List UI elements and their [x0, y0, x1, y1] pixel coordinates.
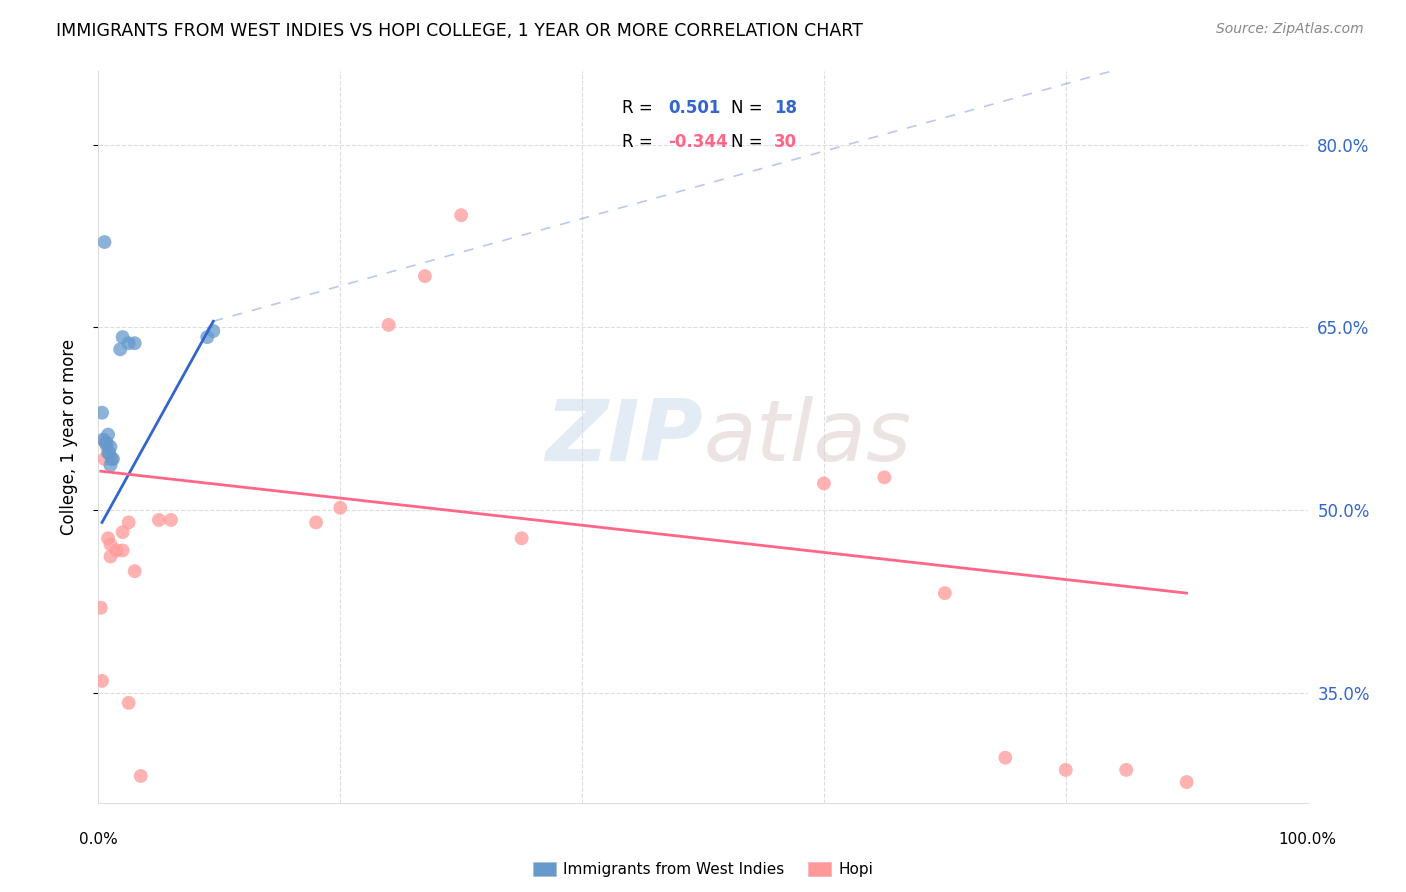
Text: N =: N =	[731, 99, 768, 117]
Point	[934, 586, 956, 600]
Text: 100.0%: 100.0%	[1278, 832, 1337, 847]
Point	[100, 440, 122, 454]
Text: 30: 30	[775, 133, 797, 151]
Point	[93, 235, 115, 249]
Point	[91, 433, 114, 447]
Point	[195, 330, 218, 344]
Point	[96, 436, 118, 450]
Point	[450, 208, 472, 222]
Point	[111, 330, 134, 344]
Text: 18: 18	[775, 99, 797, 117]
Point	[100, 458, 122, 472]
Point	[91, 673, 114, 688]
Point	[124, 564, 146, 578]
Point	[118, 516, 141, 530]
Text: R =: R =	[621, 99, 658, 117]
Point	[111, 525, 134, 540]
Point	[329, 500, 352, 515]
Text: Source: ZipAtlas.com: Source: ZipAtlas.com	[1216, 22, 1364, 37]
Point	[108, 343, 131, 357]
Point	[1115, 763, 1137, 777]
Point	[813, 476, 835, 491]
Point	[148, 513, 170, 527]
Point	[873, 470, 896, 484]
Text: 0.0%: 0.0%	[79, 832, 118, 847]
Point	[100, 549, 122, 564]
Point	[91, 406, 114, 420]
Point	[160, 513, 183, 527]
Text: 0.501: 0.501	[668, 99, 720, 117]
Point	[98, 446, 121, 460]
Text: -0.344: -0.344	[668, 133, 727, 151]
Point	[124, 336, 146, 351]
Point	[1054, 763, 1077, 777]
Text: ZIP: ZIP	[546, 395, 703, 479]
Point	[129, 769, 152, 783]
Point	[100, 452, 122, 467]
Legend: Immigrants from West Indies, Hopi: Immigrants from West Indies, Hopi	[526, 855, 880, 885]
Point	[93, 434, 115, 448]
Text: atlas: atlas	[703, 395, 911, 479]
Text: N =: N =	[731, 133, 768, 151]
Point	[101, 452, 124, 467]
Point	[94, 436, 117, 450]
Point	[377, 318, 399, 332]
Point	[305, 516, 328, 530]
Y-axis label: College, 1 year or more: College, 1 year or more	[59, 339, 77, 535]
Point	[97, 446, 120, 460]
Point	[202, 324, 225, 338]
Point	[100, 537, 122, 551]
Point	[90, 600, 112, 615]
Text: R =: R =	[621, 133, 658, 151]
Point	[97, 531, 120, 545]
Point	[1175, 775, 1198, 789]
Point	[111, 543, 134, 558]
Point	[118, 336, 141, 351]
Point	[93, 452, 115, 467]
Text: IMMIGRANTS FROM WEST INDIES VS HOPI COLLEGE, 1 YEAR OR MORE CORRELATION CHART: IMMIGRANTS FROM WEST INDIES VS HOPI COLL…	[56, 22, 863, 40]
Point	[96, 440, 118, 454]
Point	[105, 543, 128, 558]
Point	[97, 427, 120, 442]
Point	[994, 750, 1017, 764]
Point	[413, 269, 436, 284]
Point	[118, 696, 141, 710]
Point	[510, 531, 533, 545]
